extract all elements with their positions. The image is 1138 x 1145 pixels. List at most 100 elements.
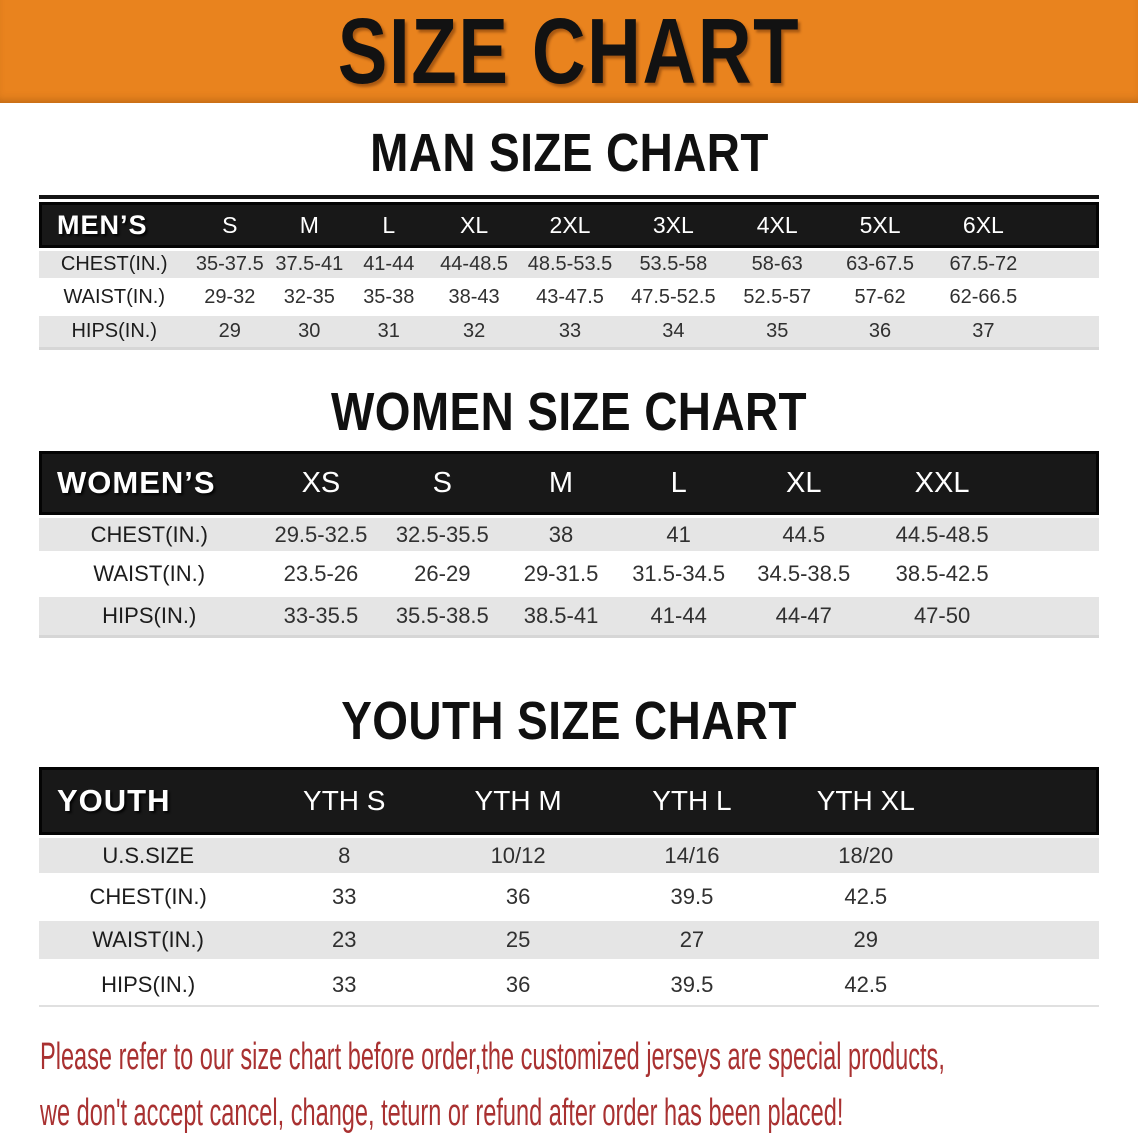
table-cell: 29-32 — [189, 282, 271, 316]
table-cell: 38.5-41 — [502, 597, 620, 638]
header-filler — [952, 767, 1099, 835]
table-row: CHEST(IN.) 29.5-32.5 32.5-35.5 38 41 44.5 44.5… — [39, 515, 1099, 556]
row-label: CHEST(IN.) — [39, 248, 190, 282]
table-cell: 37.5-41 — [270, 248, 349, 282]
table-cell: 14/16 — [605, 835, 779, 878]
table-cell: 33-35.5 — [259, 597, 383, 638]
table-cell: 41-44 — [348, 248, 430, 282]
size-chart-banner: SIZE CHART — [0, 0, 1138, 103]
table-cell: 57-62 — [828, 282, 932, 316]
column-header: 4XL — [725, 202, 829, 248]
table-cell: 39.5 — [605, 878, 779, 921]
row-filler — [1035, 248, 1099, 282]
table-row: HIPS(IN.) 33 36 39.5 42.5 — [39, 964, 1099, 1007]
table-cell: 62-66.5 — [931, 282, 1036, 316]
header-filler — [1035, 202, 1099, 248]
table-cell: 48.5-53.5 — [519, 248, 621, 282]
table-row: U.S.SIZE 8 10/12 14/16 18/20 — [39, 835, 1099, 878]
table-row: WAIST(IN.) 29-32 32-35 35-38 38-43 43-47.5 47.… — [39, 282, 1099, 316]
row-filler — [1014, 556, 1099, 597]
table-cell: 25 — [431, 921, 606, 964]
table-header-row: MEN’S S M L XL 2XL 3XL 4XL 5XL 6XL — [39, 202, 1099, 248]
table-cell: 42.5 — [778, 878, 953, 921]
women-size-table: WOMEN’S XS S M L XL XXL CHEST(IN.) 29.5-32.5 32.5… — [39, 451, 1099, 638]
column-header: YTH XL — [778, 767, 953, 835]
table-cell: 35-37.5 — [189, 248, 271, 282]
table-cell: 32 — [429, 316, 520, 350]
table-cell: 33 — [519, 316, 621, 350]
row-filler — [952, 878, 1099, 921]
table-cell: 47.5-52.5 — [620, 282, 726, 316]
table-cell: 33 — [257, 964, 432, 1007]
row-filler — [1035, 282, 1099, 316]
column-header: S — [382, 451, 503, 515]
table-cell: 44.5 — [737, 515, 870, 556]
table-cell: 31.5-34.5 — [619, 556, 738, 597]
row-label: HIPS(IN.) — [39, 597, 260, 638]
table-cell: 35-38 — [348, 282, 430, 316]
size-chart-body: MAN SIZE CHART MEN’S S M L XL 2XL 3XL 4XL 5XL 6XL… — [0, 126, 1138, 1007]
table-title: YOUTH — [39, 767, 258, 835]
row-filler — [1014, 597, 1099, 638]
column-header: 3XL — [620, 202, 726, 248]
row-label: CHEST(IN.) — [39, 515, 260, 556]
row-label: HIPS(IN.) — [39, 316, 190, 350]
header-filler — [1014, 451, 1099, 515]
column-header: XXL — [870, 451, 1015, 515]
table-row: CHEST(IN.) 33 36 39.5 42.5 — [39, 878, 1099, 921]
row-filler — [952, 964, 1099, 1007]
table-cell: 63-67.5 — [828, 248, 932, 282]
column-header: S — [189, 202, 271, 248]
column-header: XL — [737, 451, 870, 515]
table-cell: 36 — [431, 964, 606, 1007]
column-header: XL — [429, 202, 520, 248]
table-cell: 58-63 — [725, 248, 829, 282]
banner-title: SIZE CHART — [337, 0, 801, 103]
table-cell: 67.5-72 — [931, 248, 1036, 282]
table-row: HIPS(IN.) 33-35.5 35.5-38.5 38.5-41 41-44 44-… — [39, 597, 1099, 638]
table-cell: 29 — [778, 921, 953, 964]
women-section-heading: WOMEN SIZE CHART — [330, 382, 807, 442]
row-filler — [1035, 316, 1099, 350]
table-title: MEN’S — [39, 202, 190, 248]
table-cell: 27 — [605, 921, 779, 964]
column-header: M — [502, 451, 620, 515]
table-header-row: YOUTH YTH S YTH M YTH L YTH XL — [39, 767, 1099, 835]
row-filler — [1014, 515, 1099, 556]
table-row: WAIST(IN.) 23 25 27 29 — [39, 921, 1099, 964]
table-cell: 38-43 — [429, 282, 520, 316]
table-cell: 18/20 — [778, 835, 953, 878]
table-title: WOMEN’S — [39, 451, 260, 515]
row-label: WAIST(IN.) — [39, 556, 260, 597]
table-cell: 38.5-42.5 — [870, 556, 1015, 597]
table-cell: 29.5-32.5 — [259, 515, 383, 556]
table-cell: 39.5 — [605, 964, 779, 1007]
column-header: 6XL — [931, 202, 1036, 248]
table-cell: 47-50 — [870, 597, 1015, 638]
youth-size-table: YOUTH YTH S YTH M YTH L YTH XL U.S.SIZE 8 10/12… — [39, 767, 1099, 1007]
column-header: 2XL — [519, 202, 621, 248]
table-cell: 44-48.5 — [429, 248, 520, 282]
row-label: HIPS(IN.) — [39, 964, 258, 1007]
row-label: WAIST(IN.) — [39, 282, 190, 316]
table-header-row: WOMEN’S XS S M L XL XXL — [39, 451, 1099, 515]
disclaimer-line-2: we don't accept cancel, change, teturn o… — [40, 1092, 844, 1134]
men-size-table: MEN’S S M L XL 2XL 3XL 4XL 5XL 6XL CHEST(IN.) 35-37… — [39, 202, 1099, 350]
row-label: U.S.SIZE — [39, 835, 258, 878]
table-cell: 30 — [270, 316, 349, 350]
table-cell: 35 — [725, 316, 829, 350]
table-cell: 31 — [348, 316, 430, 350]
men-section-heading: MAN SIZE CHART — [369, 123, 769, 183]
table-cell: 10/12 — [431, 835, 606, 878]
table-cell: 32-35 — [270, 282, 349, 316]
column-header: M — [270, 202, 349, 248]
table-cell: 23 — [257, 921, 432, 964]
row-label: WAIST(IN.) — [39, 921, 258, 964]
column-header: YTH M — [431, 767, 606, 835]
row-filler — [952, 835, 1099, 878]
column-header: L — [348, 202, 430, 248]
table-cell: 36 — [828, 316, 932, 350]
column-header: L — [619, 451, 738, 515]
table-cell: 44.5-48.5 — [870, 515, 1015, 556]
table-row: HIPS(IN.) 29 30 31 32 33 34 35 36 37 — [39, 316, 1099, 350]
